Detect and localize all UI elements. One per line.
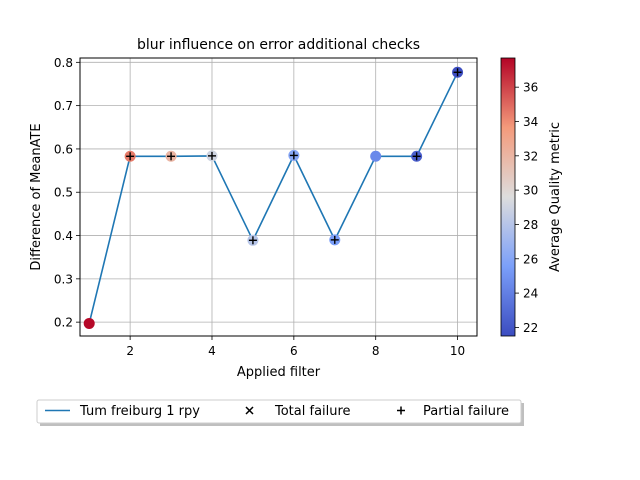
x-axis-label: Applied filter: [237, 365, 321, 380]
x-tick-label: 6: [290, 344, 298, 358]
plot-frame: [79, 57, 478, 337]
x-tick-label: 2: [126, 344, 134, 358]
y-axis-label: Difference of MeanATE: [29, 123, 44, 270]
quality-point: [83, 317, 95, 329]
y-tick-label: 0.6: [54, 142, 73, 156]
partial-failure-marker: [412, 152, 421, 161]
partial-failure-marker: [126, 152, 135, 161]
y-tick-label: 0.5: [54, 186, 73, 200]
colorbar-tick-label: 36: [523, 81, 538, 95]
colorbar-tick-label: 34: [523, 115, 538, 129]
chart-title: blur influence on error additional check…: [137, 37, 420, 53]
colorbar-tick-label: 26: [523, 252, 538, 266]
y-tick-label: 0.2: [54, 316, 73, 330]
colorbar-tick-label: 24: [523, 287, 538, 301]
y-tick-label: 0.4: [54, 229, 73, 243]
plus-marker-icon: [397, 406, 405, 415]
partial-failure-markers: [126, 68, 462, 245]
legend-label-partial-failure: Partial failure: [423, 404, 509, 419]
series-line: [88, 71, 459, 324]
quality-point: [370, 150, 382, 162]
y-tick-label: 0.3: [54, 272, 73, 286]
y-tick-label: 0.8: [54, 56, 73, 70]
colorbar-tick-label: 22: [523, 321, 538, 335]
y-axis: 0.2 0.3 0.4 0.5 0.6 0.7 0.8: [54, 56, 80, 330]
partial-failure-marker: [289, 151, 298, 160]
x-tick-label: 10: [450, 344, 465, 358]
grid: [80, 58, 477, 336]
colorbar-label: Average Quality metric: [548, 122, 563, 272]
colorbar-tick-label: 30: [523, 184, 538, 198]
legend: Tum freiburg 1 rpy Total failure Partial…: [36, 399, 524, 426]
colorbar: [500, 57, 516, 337]
y-tick-label: 0.7: [54, 99, 73, 113]
legend-label-series: Tum freiburg 1 rpy: [79, 404, 200, 419]
colorbar-tick-label: 28: [523, 218, 538, 232]
colorbar-axis: 22 24 26 28 30 32 34 36: [515, 81, 538, 335]
partial-failure-marker: [167, 152, 176, 161]
x-marker-icon: [245, 406, 254, 415]
x-axis: 2 4 6 8 10: [126, 336, 465, 358]
x-tick-label: 4: [208, 344, 216, 358]
partial-failure-marker: [330, 235, 339, 244]
partial-failure-marker: [207, 151, 216, 160]
partial-failure-marker: [248, 236, 257, 245]
series-line-path: [88, 71, 459, 324]
legend-label-total-failure: Total failure: [274, 404, 351, 419]
x-tick-label: 8: [372, 344, 380, 358]
legend-box: [36, 399, 522, 424]
partial-failure-marker: [453, 68, 462, 77]
colorbar-tick-label: 32: [523, 149, 538, 163]
